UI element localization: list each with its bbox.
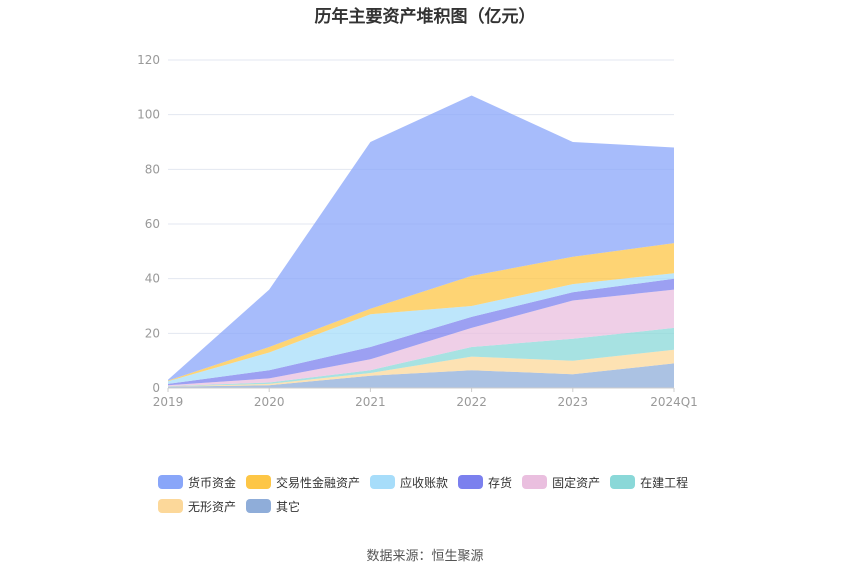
y-tick-label: 80: [145, 162, 160, 176]
legend-swatch: [458, 475, 484, 489]
y-tick-label: 100: [137, 108, 160, 122]
axis-layer: 0 20 40 60 80 100 120 2019 2020 2021 2022 2023 2024Q…: [137, 53, 698, 409]
area-series-0: [168, 363, 674, 388]
legend-label: 货币资金: [188, 475, 237, 490]
x-tick-label: 2019: [153, 395, 184, 409]
legend-swatch: [158, 499, 183, 513]
legend-item[interactable]: 无形资产: [158, 497, 236, 515]
y-tick-label: 60: [145, 217, 160, 231]
area-series-2: [168, 327, 674, 387]
x-tick-label: 2024Q1: [650, 395, 698, 409]
legend-label: 交易性金融资产: [276, 475, 361, 490]
y-tick-label: 40: [145, 272, 160, 286]
legend-swatch: [370, 475, 396, 489]
area-series-4: [168, 278, 674, 386]
area-layer: [168, 95, 674, 388]
legend-item[interactable]: 在建工程: [610, 473, 688, 491]
legend-swatch: [246, 475, 272, 489]
y-tick-label: 120: [137, 53, 160, 67]
legend-swatch: [246, 499, 272, 513]
area-series-6: [168, 243, 674, 382]
legend-swatch: [522, 475, 548, 489]
area-series-3: [168, 289, 674, 387]
legend-label: 在建工程: [640, 475, 689, 490]
legend-item[interactable]: 固定资产: [522, 473, 600, 491]
legend-label: 无形资产: [188, 499, 237, 514]
legend: 货币资金 交易性金融资产 应收账款 存货 固定资产 在建工程无形资产 其它: [158, 473, 718, 515]
legend-item[interactable]: 交易性金融资产: [246, 473, 360, 491]
chart-title: 历年主要资产堆积图（亿元）: [314, 7, 536, 27]
y-tick-label: 0: [152, 381, 160, 395]
y-tick-label: 20: [145, 326, 160, 340]
source-text: 数据来源：恒生聚源: [366, 549, 484, 564]
legend-label: 应收账款: [400, 475, 449, 490]
x-tick-label: 2022: [456, 395, 487, 409]
legend-item[interactable]: 存货: [458, 473, 512, 491]
area-series-7: [168, 95, 674, 381]
legend-item[interactable]: 其它: [246, 497, 300, 515]
legend-swatch: [610, 475, 636, 489]
legend-item[interactable]: 应收账款: [370, 473, 448, 491]
area-series-5: [168, 273, 674, 384]
legend-label: 其它: [276, 499, 301, 514]
legend-label: 存货: [488, 475, 513, 490]
legend-label: 固定资产: [552, 475, 601, 490]
x-tick-label: 2023: [558, 395, 589, 409]
x-tick-label: 2021: [355, 395, 386, 409]
x-tick-label: 2020: [254, 395, 285, 409]
legend-swatch: [158, 475, 183, 489]
legend-item[interactable]: 货币资金: [158, 473, 236, 491]
area-series-1: [168, 349, 674, 387]
